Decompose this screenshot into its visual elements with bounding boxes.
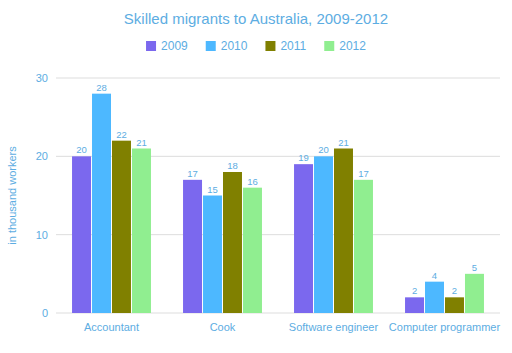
bar [334, 149, 353, 314]
legend-item: 2012 [324, 39, 366, 53]
legend-swatch [265, 41, 275, 51]
y-tick-label: 10 [36, 229, 48, 241]
data-label: 19 [298, 152, 309, 163]
bars [72, 94, 484, 313]
bar [243, 188, 262, 313]
data-label: 20 [318, 144, 329, 155]
chart-container: Skilled migrants to Australia, 2009-2012… [0, 0, 512, 353]
legend-item: 2009 [146, 39, 188, 53]
y-axis-label: in thousand workers [6, 146, 18, 245]
bar [354, 180, 373, 313]
y-tick-label: 20 [36, 150, 48, 162]
data-label: 2 [412, 285, 417, 296]
data-label: 21 [338, 137, 349, 148]
data-label: 15 [207, 184, 218, 195]
data-label: 18 [227, 160, 238, 171]
bar [294, 164, 313, 313]
legend: 2009 2010 2011 2012 [146, 39, 366, 53]
grid-line [56, 78, 500, 79]
x-tick-label: Software engineer [289, 321, 379, 333]
bar [92, 94, 111, 313]
legend-item: 2011 [265, 39, 306, 53]
legend-item: 2010 [206, 39, 248, 53]
bar [112, 141, 131, 313]
x-tick-label: Computer programmer [389, 321, 501, 333]
bar [314, 156, 333, 313]
legend-label: 2010 [221, 39, 248, 53]
legend-swatch [146, 41, 156, 51]
legend-swatch [324, 41, 334, 51]
data-label: 17 [187, 168, 198, 179]
y-tick-label: 0 [42, 307, 48, 319]
y-tick-label: 30 [36, 72, 48, 84]
bar [72, 156, 91, 313]
chart-svg: Skilled migrants to Australia, 2009-2012… [0, 0, 512, 353]
bar [445, 297, 464, 313]
data-label: 5 [472, 262, 477, 273]
data-label: 4 [432, 270, 437, 281]
bar [203, 196, 222, 314]
bar [405, 297, 424, 313]
data-labels: 20 17 19 2 28 15 20 4 22 18 21 2 21 16 17 5 [76, 82, 477, 297]
bar [425, 282, 444, 313]
x-tick-label: Cook [210, 321, 236, 333]
data-label: 28 [96, 82, 107, 93]
background [0, 0, 512, 353]
data-label: 21 [136, 137, 147, 148]
legend-swatch [206, 41, 216, 51]
bar [465, 274, 484, 313]
bar [183, 180, 202, 313]
x-tick-label: Accountant [84, 321, 139, 333]
data-label: 20 [76, 144, 87, 155]
data-label: 22 [116, 129, 127, 140]
data-label: 16 [247, 176, 258, 187]
data-label: 17 [358, 168, 369, 179]
title: Skilled migrants to Australia, 2009-2012 [124, 10, 388, 27]
grid [56, 78, 500, 313]
bar [223, 172, 242, 313]
legend-label: 2011 [280, 39, 306, 53]
legend-label: 2012 [339, 39, 366, 53]
legend-label: 2009 [161, 39, 188, 53]
data-label: 2 [452, 285, 457, 296]
bar [132, 149, 151, 314]
